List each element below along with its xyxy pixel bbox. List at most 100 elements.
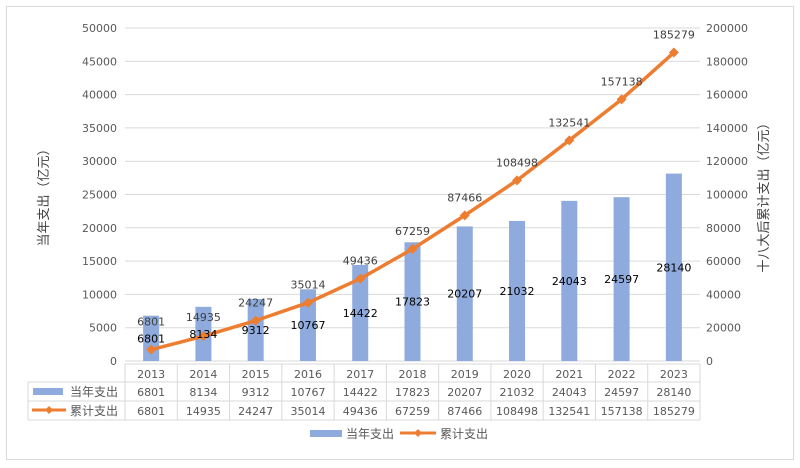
bar-data-label: 24043	[552, 275, 587, 288]
table-cell: 132541	[548, 405, 590, 418]
y2-tick-label: 120000	[706, 155, 748, 168]
y-tick-label: 0	[110, 355, 117, 368]
table-cell: 87466	[447, 405, 482, 418]
table-cell: 9312	[242, 386, 270, 399]
bar	[456, 226, 473, 361]
table-cell: 8134	[189, 386, 217, 399]
bar-data-label: 9312	[242, 324, 270, 337]
y-tick-label: 5000	[89, 322, 117, 335]
y-tick-label: 50000	[82, 22, 117, 35]
bar-data-label: 24597	[604, 273, 639, 286]
line-data-label: 108498	[496, 156, 538, 169]
line-data-label: 185279	[653, 29, 695, 42]
line-marker	[250, 315, 261, 326]
line-data-label: 6801	[137, 315, 165, 328]
x-tick-label: 2023	[660, 368, 688, 381]
table-row-label: 累计支出	[70, 404, 118, 418]
bar-data-label: 28140	[656, 261, 691, 274]
x-tick-label: 2022	[608, 368, 636, 381]
bar-data-label: 21032	[500, 285, 535, 298]
y2-tick-label: 140000	[706, 122, 748, 135]
line-data-label: 35014	[290, 279, 325, 292]
bar	[404, 242, 421, 361]
table-cell: 24597	[604, 386, 639, 399]
table-cell: 28140	[656, 386, 691, 399]
line-marker	[302, 297, 313, 308]
legend-label: 累计支出	[440, 427, 488, 441]
bar	[352, 264, 369, 361]
y2-axis-title: 十八大后累计支出（亿元）	[757, 116, 772, 272]
chart-frame	[6, 6, 794, 460]
line-data-label: 87466	[447, 191, 482, 204]
line-marker	[459, 210, 470, 221]
y2-tick-label: 80000	[706, 222, 741, 235]
bar	[509, 220, 526, 361]
legend-line-marker	[414, 429, 422, 437]
table-cell: 24247	[238, 405, 273, 418]
table-cell: 24043	[552, 386, 587, 399]
line-marker	[355, 273, 366, 284]
bar-data-label: 10767	[290, 319, 325, 332]
table-cell: 6801	[137, 386, 165, 399]
x-tick-label: 2013	[137, 368, 165, 381]
line-data-label: 67259	[395, 225, 430, 238]
table-cell: 14935	[186, 405, 221, 418]
bar-data-label: 17823	[395, 296, 430, 309]
y-tick-label: 35000	[82, 122, 117, 135]
bar	[613, 197, 630, 361]
line-legend-marker	[45, 406, 53, 414]
line-data-label: 24247	[238, 297, 273, 310]
bar-data-label: 14422	[343, 307, 378, 320]
line-data-label: 132541	[548, 116, 590, 129]
y-tick-label: 15000	[82, 255, 117, 268]
bar-legend-key	[33, 388, 63, 395]
x-tick-label: 2018	[399, 368, 427, 381]
table-cell: 21032	[500, 386, 535, 399]
bar	[665, 173, 682, 361]
x-tick-label: 2017	[346, 368, 374, 381]
y-tick-label: 10000	[82, 288, 117, 301]
line-marker	[407, 244, 418, 255]
x-tick-label: 2015	[242, 368, 270, 381]
line-data-label: 49436	[343, 255, 378, 268]
y2-tick-label: 180000	[706, 55, 748, 68]
line-marker	[616, 94, 627, 105]
bar	[299, 289, 316, 361]
y-tick-label: 45000	[82, 55, 117, 68]
y2-tick-label: 40000	[706, 288, 741, 301]
table-cell: 49436	[343, 405, 378, 418]
y2-tick-label: 20000	[706, 322, 741, 335]
table-cell: 17823	[395, 386, 430, 399]
y-axis-title: 当年支出（亿元）	[37, 142, 52, 246]
y-tick-label: 20000	[82, 222, 117, 235]
bar-data-label: 8134	[189, 328, 217, 341]
y2-tick-label: 60000	[706, 255, 741, 268]
x-tick-label: 2016	[294, 368, 322, 381]
x-tick-label: 2021	[555, 368, 583, 381]
bar	[561, 200, 578, 361]
line-marker	[512, 175, 523, 186]
table-cell: 157138	[601, 405, 643, 418]
table-cell: 35014	[290, 405, 325, 418]
x-tick-label: 2020	[503, 368, 531, 381]
legend-bar-key	[310, 430, 342, 437]
legend-label: 当年支出	[346, 427, 394, 441]
table-cell: 10767	[290, 386, 325, 399]
bar-data-label: 20207	[447, 288, 482, 301]
table-cell: 20207	[447, 386, 482, 399]
line-marker	[564, 135, 575, 146]
line-marker	[668, 47, 679, 58]
line-data-label: 14935	[186, 311, 221, 324]
y2-tick-label: 100000	[706, 189, 748, 202]
table-cell: 185279	[653, 405, 695, 418]
table-cell: 6801	[137, 405, 165, 418]
bar	[247, 298, 264, 361]
table-cell: 14422	[343, 386, 378, 399]
y-tick-label: 25000	[82, 189, 117, 202]
x-tick-label: 2019	[451, 368, 479, 381]
y2-tick-label: 200000	[706, 22, 748, 35]
y2-tick-label: 160000	[706, 89, 748, 102]
line-marker	[198, 331, 209, 342]
